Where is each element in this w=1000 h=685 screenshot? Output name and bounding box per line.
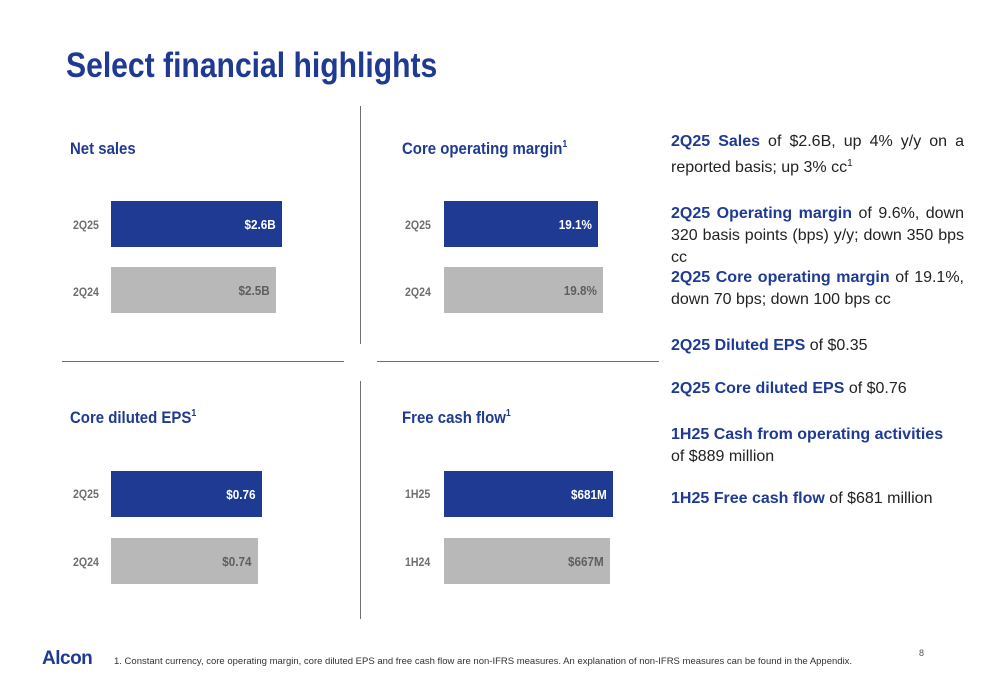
- core-operating-margin-value-prior: 19.8%: [563, 282, 597, 298]
- free-cash-flow-bar-prior: $667M: [444, 538, 610, 584]
- core-diluted-eps-bar-current: $0.76: [111, 471, 262, 517]
- vertical-divider-bottom: [360, 381, 361, 619]
- free-cash-flow-title-text: Free cash flow: [402, 408, 506, 427]
- highlight-item: 2Q25 Sales of $2.6B, up 4% y/y on a repo…: [671, 131, 964, 179]
- core-diluted-eps-bar-prior: $0.74: [111, 538, 258, 584]
- core-operating-margin-row-label-current: 2Q25: [405, 218, 431, 232]
- core-operating-margin-row-label-prior: 2Q24: [405, 285, 431, 299]
- footnote-marker: 1: [847, 158, 853, 169]
- highlight-item: 2Q25 Diluted EPS of $0.35: [671, 335, 964, 357]
- highlight-heading: 2Q25 Operating margin: [671, 205, 853, 222]
- core-diluted-eps-title: Core diluted EPS1: [70, 408, 196, 428]
- core-operating-margin-bar-prior: 19.8%: [444, 267, 603, 313]
- footnote-marker: 1: [562, 139, 568, 150]
- highlight-item: 2Q25 Operating margin of 9.6%, down 320 …: [671, 203, 964, 269]
- highlight-item: 2Q25 Core diluted EPS of $0.76: [671, 378, 964, 400]
- core-diluted-eps-value-prior: $0.74: [222, 553, 252, 569]
- highlight-heading: 2Q25 Sales: [671, 133, 760, 150]
- core-diluted-eps-row-label-current: 2Q25: [73, 487, 99, 501]
- free-cash-flow-bar-current: $681M: [444, 471, 613, 517]
- core-diluted-eps-row-label-prior: 2Q24: [73, 555, 99, 569]
- highlight-text: of $0.35: [805, 337, 868, 354]
- highlight-text: of 9.6%, down 320 basis points (bps) y/y…: [671, 205, 965, 266]
- highlight-heading: 1H25 Cash from operating activities: [671, 426, 944, 443]
- highlight-heading: 2Q25 Core diluted EPS: [671, 380, 845, 397]
- free-cash-flow-title: Free cash flow1: [402, 408, 511, 428]
- free-cash-flow-value-prior: $667M: [568, 553, 604, 569]
- highlight-heading: 2Q25 Diluted EPS: [671, 337, 806, 354]
- net-sales-title: Net sales: [70, 139, 136, 159]
- horizontal-divider-right: [377, 361, 659, 362]
- highlight-item: 1H25 Cash from operating activities of $…: [671, 424, 964, 468]
- horizontal-divider-left: [62, 361, 344, 362]
- core-operating-margin-title-text: Core operating margin: [402, 139, 563, 158]
- net-sales-bar-prior: $2.5B: [111, 267, 276, 313]
- net-sales-title-text: Net sales: [70, 139, 136, 158]
- vertical-divider-top: [360, 106, 361, 344]
- highlight-heading: 2Q25 Core operating margin: [671, 269, 890, 286]
- highlight-text: of $681 million: [824, 490, 933, 507]
- footnote-marker: 1: [505, 408, 511, 419]
- highlight-text: of $2.6B, up 4% y/y on a reported basis;…: [671, 133, 964, 176]
- net-sales-bar-current: $2.6B: [111, 201, 282, 247]
- page-number: 8: [919, 648, 925, 658]
- net-sales-row-label-prior: 2Q24: [73, 285, 99, 299]
- core-diluted-eps-value-current: $0.76: [226, 486, 256, 502]
- footnote: 1. Constant currency, core operating mar…: [114, 656, 853, 667]
- highlight-heading: 1H25 Free cash flow: [671, 490, 825, 507]
- net-sales-value-prior: $2.5B: [238, 282, 270, 298]
- net-sales-value-current: $2.6B: [244, 216, 276, 232]
- core-operating-margin-bar-current: 19.1%: [444, 201, 598, 247]
- highlight-item: 1H25 Free cash flow of $681 million: [671, 488, 964, 510]
- free-cash-flow-row-label-current: 1H25: [405, 487, 431, 501]
- highlight-text: of $889 million: [671, 448, 775, 465]
- highlight-text: of $0.76: [844, 380, 907, 397]
- net-sales-row-label-current: 2Q25: [73, 218, 99, 232]
- highlight-text: of 19.1%, down 70 bps; down 100 bps cc: [671, 269, 964, 308]
- core-operating-margin-value-current: 19.1%: [558, 216, 592, 232]
- page-title: Select financial highlights: [66, 46, 438, 85]
- alcon-logo: Alcon: [42, 648, 93, 669]
- core-diluted-eps-title-text: Core diluted EPS: [70, 408, 192, 427]
- footnote-marker: 1: [191, 408, 197, 419]
- highlight-item: 2Q25 Core operating margin of 19.1%, dow…: [671, 267, 964, 311]
- free-cash-flow-value-current: $681M: [571, 486, 607, 502]
- free-cash-flow-row-label-prior: 1H24: [405, 555, 431, 569]
- core-operating-margin-title: Core operating margin1: [402, 139, 567, 159]
